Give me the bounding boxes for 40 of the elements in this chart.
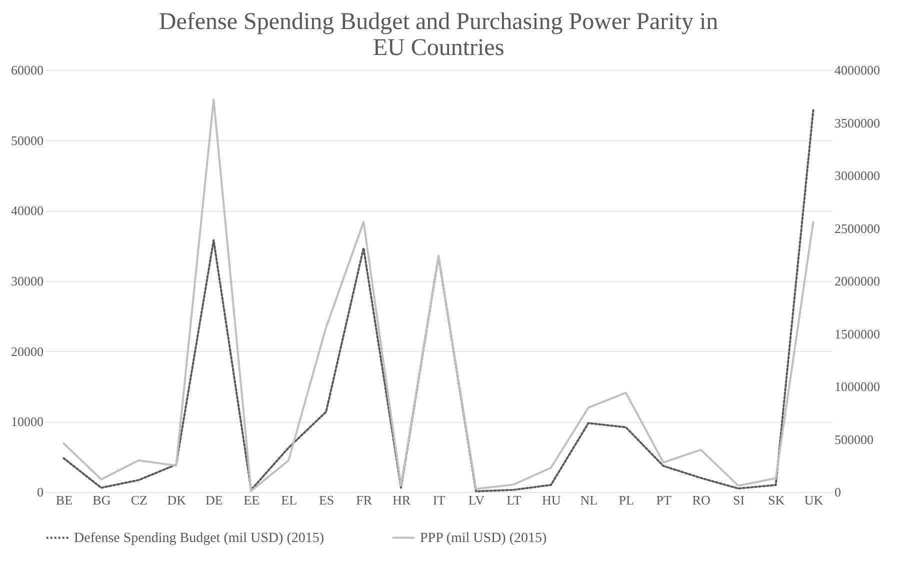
y2-tick-label: 3000000 <box>834 168 880 183</box>
x-tick-label: ES <box>318 492 334 508</box>
y-tick-label: 30000 <box>11 274 44 288</box>
x-tick-label: HR <box>392 492 411 508</box>
legend-label: Defense Spending Budget (mil USD) (2015) <box>74 530 324 546</box>
x-tick-label: DK <box>167 492 187 508</box>
x-tick-label: IT <box>432 492 446 508</box>
legend-label: PPP (mil USD) (2015) <box>420 530 547 546</box>
x-tick-label: EE <box>244 492 260 508</box>
x-tick-label: CZ <box>130 492 148 508</box>
y2-tick-label: 0 <box>834 484 841 500</box>
x-tick-label: PL <box>618 492 634 508</box>
x-tick-label: FR <box>356 492 372 508</box>
x-tick-label: RO <box>692 492 710 508</box>
x-tick-label: SI <box>733 492 745 508</box>
y2-tick-label: 1500000 <box>834 326 880 342</box>
x-tick-label: EL <box>281 492 298 508</box>
y2-tick-label: 2000000 <box>834 274 880 288</box>
y-tick-label: 10000 <box>11 414 44 430</box>
x-tick-label: BG <box>92 492 111 508</box>
y2-tick-label: 4000000 <box>834 62 880 78</box>
chart-title: Defense Spending Budget and Purchasing Power Parity in EU Countries <box>158 9 718 61</box>
x-tick-label: LV <box>468 492 486 508</box>
y2-tick-label: 500000 <box>834 432 874 447</box>
y-tick-label: 60000 <box>11 62 44 78</box>
x-tick-label: HU <box>542 492 562 508</box>
y2-tick-label: 2500000 <box>834 220 880 236</box>
x-tick-label: NL <box>580 492 598 508</box>
y2-tick-label: 3500000 <box>834 115 880 130</box>
y-tick-label: 0 <box>37 484 44 500</box>
y2-tick-label: 1000000 <box>834 379 880 394</box>
x-tick-label: DE <box>205 492 223 508</box>
x-tick-label: BE <box>56 492 73 508</box>
x-tick-label: LT <box>506 492 522 508</box>
x-tick-label: UK <box>804 492 824 508</box>
y-tick-label: 50000 <box>11 132 44 148</box>
x-tick-label: SK <box>768 492 786 508</box>
y-tick-label: 20000 <box>11 344 44 359</box>
x-tick-label: PT <box>656 492 672 508</box>
y-tick-label: 40000 <box>11 203 44 218</box>
